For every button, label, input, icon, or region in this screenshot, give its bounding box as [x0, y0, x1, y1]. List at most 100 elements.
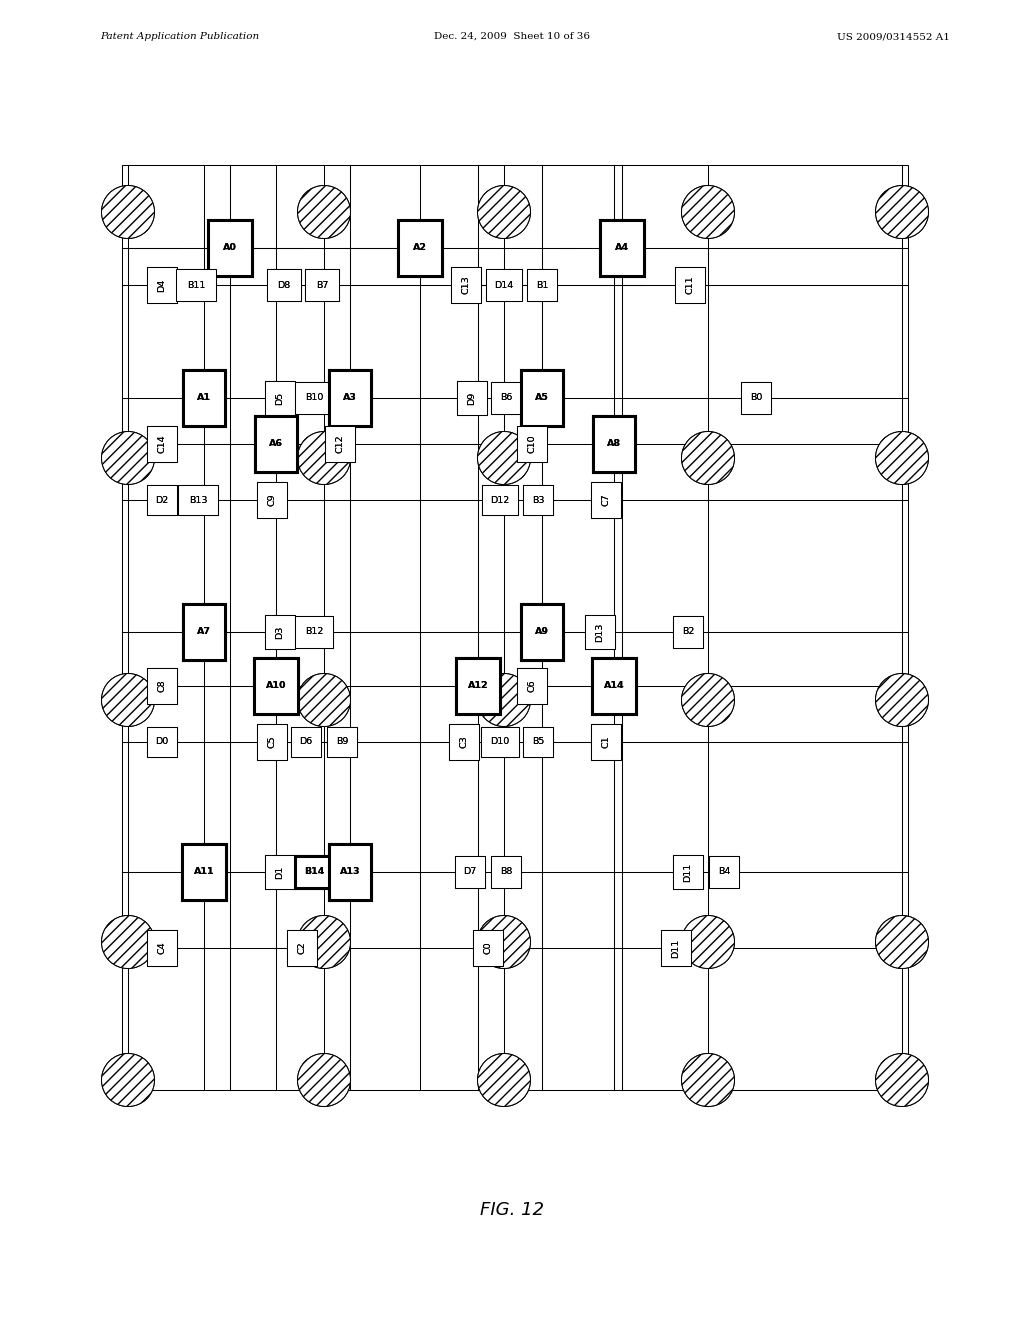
FancyBboxPatch shape — [517, 668, 547, 704]
Circle shape — [101, 186, 155, 239]
Text: D8: D8 — [278, 281, 291, 289]
FancyBboxPatch shape — [591, 482, 621, 517]
FancyBboxPatch shape — [451, 267, 481, 304]
FancyBboxPatch shape — [147, 727, 177, 756]
Text: C13: C13 — [462, 276, 470, 294]
FancyBboxPatch shape — [398, 220, 442, 276]
FancyBboxPatch shape — [291, 727, 321, 756]
Text: D9: D9 — [468, 391, 476, 405]
Text: D5: D5 — [275, 391, 285, 405]
Text: D0: D0 — [156, 738, 169, 747]
FancyBboxPatch shape — [709, 855, 739, 888]
Text: B8: B8 — [500, 867, 512, 876]
Text: A2: A2 — [413, 243, 427, 252]
Text: A4: A4 — [615, 243, 629, 252]
Text: A7: A7 — [197, 627, 211, 636]
FancyBboxPatch shape — [473, 931, 503, 966]
Circle shape — [477, 916, 530, 969]
Text: D1: D1 — [275, 866, 285, 879]
FancyBboxPatch shape — [183, 370, 225, 426]
FancyBboxPatch shape — [291, 727, 321, 756]
Circle shape — [876, 432, 929, 484]
Circle shape — [101, 186, 155, 239]
Text: B8: B8 — [500, 867, 512, 876]
Text: C9: C9 — [267, 494, 276, 507]
Text: C4: C4 — [158, 941, 167, 954]
Text: A9: A9 — [535, 627, 549, 636]
FancyBboxPatch shape — [490, 381, 521, 414]
Circle shape — [876, 186, 929, 239]
Circle shape — [298, 916, 350, 969]
FancyBboxPatch shape — [521, 605, 563, 660]
FancyBboxPatch shape — [147, 931, 177, 966]
Circle shape — [298, 432, 350, 484]
Circle shape — [682, 673, 734, 726]
FancyBboxPatch shape — [183, 370, 225, 426]
FancyBboxPatch shape — [591, 723, 621, 760]
Text: A10: A10 — [266, 681, 287, 690]
Bar — [122, 165, 908, 1090]
Text: A0: A0 — [223, 243, 237, 252]
Text: D11: D11 — [683, 862, 692, 882]
Text: C1: C1 — [601, 735, 610, 748]
FancyBboxPatch shape — [147, 668, 177, 704]
FancyBboxPatch shape — [327, 727, 357, 756]
Text: D5: D5 — [275, 391, 285, 405]
Text: A6: A6 — [269, 440, 283, 449]
Text: A5: A5 — [536, 393, 549, 403]
Text: B4: B4 — [718, 867, 730, 876]
Text: D11: D11 — [672, 939, 681, 957]
Text: D1: D1 — [275, 866, 285, 879]
FancyBboxPatch shape — [295, 616, 333, 648]
Circle shape — [298, 1053, 350, 1106]
FancyBboxPatch shape — [147, 484, 177, 515]
FancyBboxPatch shape — [295, 855, 333, 888]
Text: A14: A14 — [604, 681, 625, 690]
Text: C0: C0 — [483, 941, 493, 954]
FancyBboxPatch shape — [600, 220, 644, 276]
Text: C6: C6 — [527, 680, 537, 692]
Text: A8: A8 — [607, 440, 622, 449]
Text: C1: C1 — [601, 735, 610, 748]
Circle shape — [682, 916, 734, 969]
Text: D13: D13 — [596, 622, 604, 642]
FancyBboxPatch shape — [147, 426, 177, 462]
FancyBboxPatch shape — [457, 381, 487, 414]
FancyBboxPatch shape — [675, 267, 705, 304]
Circle shape — [876, 432, 929, 484]
Text: B1: B1 — [536, 281, 548, 289]
Circle shape — [298, 432, 350, 484]
Text: A2: A2 — [413, 243, 427, 252]
FancyBboxPatch shape — [147, 931, 177, 966]
FancyBboxPatch shape — [329, 370, 371, 426]
Text: B10: B10 — [305, 393, 324, 403]
Text: D6: D6 — [299, 738, 312, 747]
Text: B11: B11 — [186, 281, 205, 289]
Text: D4: D4 — [158, 279, 167, 292]
Text: B12: B12 — [305, 627, 324, 636]
Text: C5: C5 — [267, 735, 276, 748]
Text: A12: A12 — [468, 681, 488, 690]
Text: B5: B5 — [531, 738, 544, 747]
FancyBboxPatch shape — [257, 723, 287, 760]
FancyBboxPatch shape — [521, 370, 563, 426]
FancyBboxPatch shape — [208, 220, 252, 276]
Text: B13: B13 — [188, 495, 207, 504]
Text: C9: C9 — [267, 494, 276, 507]
Text: C8: C8 — [158, 680, 167, 692]
Circle shape — [101, 916, 155, 969]
FancyBboxPatch shape — [182, 843, 226, 900]
Circle shape — [298, 186, 350, 239]
FancyBboxPatch shape — [449, 723, 479, 760]
FancyBboxPatch shape — [147, 267, 177, 304]
FancyBboxPatch shape — [267, 269, 301, 301]
Text: A11: A11 — [194, 867, 214, 876]
Text: A13: A13 — [340, 867, 360, 876]
Circle shape — [298, 186, 350, 239]
Circle shape — [101, 673, 155, 726]
FancyBboxPatch shape — [295, 381, 333, 414]
FancyBboxPatch shape — [398, 220, 442, 276]
Text: C2: C2 — [298, 941, 306, 954]
FancyBboxPatch shape — [486, 269, 522, 301]
FancyBboxPatch shape — [257, 482, 287, 517]
